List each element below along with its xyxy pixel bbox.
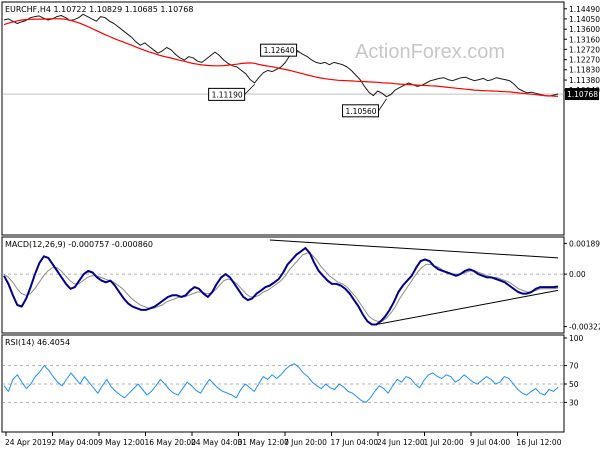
price-annotation-leader	[378, 98, 387, 112]
price-annotation-label: 1.11190	[212, 90, 243, 99]
macd-y-tick-label: -0.003228	[569, 323, 600, 332]
price-series-line	[3, 13, 559, 98]
series-layer	[3, 13, 559, 403]
x-axis-tick-label: 24 Apr 2019	[5, 438, 52, 447]
rsi-y-tick-label: 100	[569, 334, 584, 343]
macd-panel-frame	[1, 236, 565, 334]
grid-layer	[2, 93, 564, 403]
x-axis-tick-label: 2 May 04:00	[52, 438, 99, 447]
price-y-tick-label: 1.14050	[569, 15, 600, 24]
moving-average-line	[3, 18, 559, 97]
macd-panel-title: MACD(12,26,9) -0.000757 -0.000860	[5, 240, 153, 249]
macd-lower-trendline	[376, 289, 559, 325]
x-axis-tick-label: 16 May 20:00	[145, 438, 197, 447]
price-annotation-leader	[296, 49, 299, 52]
price-y-tick-label: 1.14490	[569, 5, 600, 14]
price-annotation-label: 1.10560	[346, 107, 377, 116]
rsi-panel-frame	[1, 334, 565, 433]
x-axis-tick-label: 7 Jun 20:00	[284, 438, 327, 447]
watermark: ActionForex.com	[355, 41, 505, 63]
rsi-line	[3, 363, 559, 403]
rsi-y-tick-label: 50	[569, 380, 579, 389]
price-y-tick-label: 1.13600	[569, 25, 600, 34]
price-y-tick-label: 1.13160	[569, 35, 600, 44]
current-price-badge	[565, 88, 599, 101]
rsi-y-tick-label: 30	[569, 398, 579, 407]
x-axis-tick-label: 24 May 04:00	[191, 438, 243, 447]
x-axis-tick-label: 9 Jul 04:00	[470, 438, 510, 447]
rsi-panel-title: RSI(14) 46.4054	[5, 338, 70, 347]
rsi-y-tick-label: 70	[569, 362, 579, 371]
x-axis-tick-label: 1 Jul 20:00	[424, 438, 464, 447]
x-axis-tick-label: 9 May 12:00	[98, 438, 145, 447]
price-panel-frame	[1, 1, 565, 236]
price-y-tick-label: 1.12720	[569, 45, 600, 54]
macd-y-tick-label: 0.00	[569, 270, 586, 279]
macd-signal-line	[3, 252, 559, 322]
x-axis-tick-label: 24 Jun 12:00	[377, 438, 425, 447]
x-axis-tick-label: 17 Jun 04:00	[331, 438, 379, 447]
price-y-tick-label: 1.11380	[569, 76, 600, 85]
x-axis-tick-label: 31 May 12:00	[238, 438, 290, 447]
price-y-tick-label: 1.11830	[569, 66, 600, 75]
macd-y-tick-label: 0.001891	[569, 239, 600, 248]
x-axis-tick-label: 16 Jul 12:00	[517, 438, 562, 447]
price-annotation-label: 1.12640	[264, 46, 295, 55]
macd-upper-trendline	[269, 239, 559, 259]
macd-line	[3, 247, 559, 326]
price-y-tick-label: 1.12270	[569, 56, 600, 65]
annotation-layer: 1.12640 1.11190 1.10560	[208, 43, 559, 325]
price-panel-title: EURCHF,H4 1.10722 1.10829 1.10685 1.1076…	[5, 5, 193, 14]
current-price-label: 1.10768	[567, 90, 598, 99]
price-annotation-leader	[244, 84, 255, 95]
